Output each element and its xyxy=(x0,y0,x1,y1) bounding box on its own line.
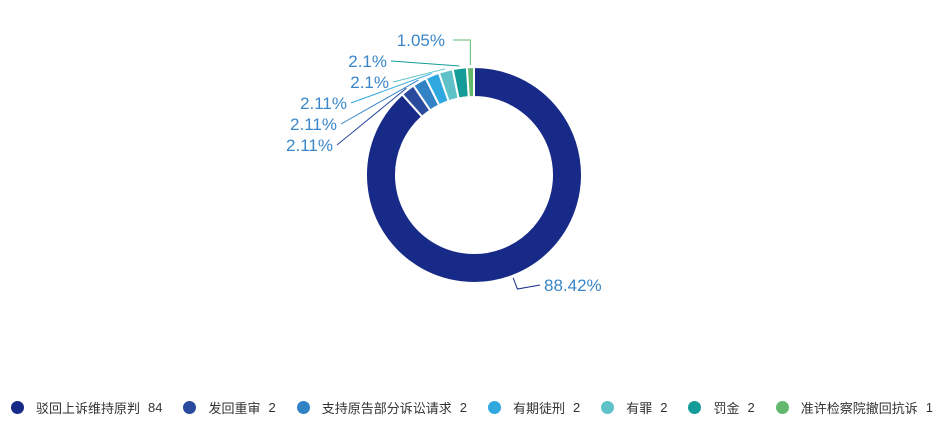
data-label-4: 2.1% xyxy=(350,73,389,92)
data-label-2: 2.11% xyxy=(290,115,337,134)
legend-value: 2 xyxy=(660,400,668,415)
legend-item[interactable]: 发回重审 2 xyxy=(183,398,276,417)
label-line-4 xyxy=(392,68,446,83)
label-line-6 xyxy=(453,39,471,66)
legend-label: 驳回上诉维持原判 xyxy=(36,401,141,416)
label-line-5 xyxy=(390,60,460,67)
legend-value: 2 xyxy=(573,400,581,415)
label-line-0 xyxy=(512,277,541,290)
label-line-1 xyxy=(336,87,407,146)
legend-label: 支持原告部分诉讼请求 xyxy=(321,401,452,416)
legend-item[interactable]: 有期徒刑 2 xyxy=(487,398,581,417)
legend-item[interactable]: 支持原告部分诉讼请求 2 xyxy=(296,398,467,417)
data-label-6: 1.05% xyxy=(397,31,445,50)
legend-item[interactable]: 驳回上诉维持原判 84 xyxy=(11,398,162,417)
legend-item[interactable]: 罚金 2 xyxy=(688,398,755,417)
label-line-3 xyxy=(350,73,432,104)
data-label-1: 2.11% xyxy=(286,136,333,155)
legend-dot-icon xyxy=(688,401,702,414)
data-label-0: 88.42% xyxy=(544,276,602,295)
slice-0[interactable] xyxy=(365,65,583,284)
legend-label: 罚金 xyxy=(713,401,740,416)
legend-value: 1 xyxy=(925,400,933,415)
legend-label: 有罪 xyxy=(626,401,653,416)
legend-value: 2 xyxy=(459,400,467,415)
data-label-3: 2.11% xyxy=(300,94,347,113)
legend-dot-icon xyxy=(601,401,615,414)
legend: 驳回上诉维持原判 84 发回重审 2 支持原告部分诉讼请求 2 有期徒刑 2 有罪 2 罚金 2 准许检… xyxy=(0,398,948,417)
legend-dot-icon xyxy=(775,401,789,414)
legend-item[interactable]: 有罪 2 xyxy=(601,398,667,417)
label-line-2 xyxy=(340,79,419,125)
legend-value: 2 xyxy=(268,400,276,415)
legend-dot-icon xyxy=(11,401,24,414)
slice-6[interactable] xyxy=(465,65,475,99)
data-label-5: 2.1% xyxy=(348,52,387,71)
legend-dot-icon xyxy=(183,401,197,414)
legend-label: 发回重审 xyxy=(208,401,261,416)
legend-label: 准许检察院撤回抗诉 xyxy=(800,401,918,416)
legend-value: 2 xyxy=(747,400,755,415)
legend-value: 84 xyxy=(148,400,163,415)
legend-dot-icon xyxy=(296,401,310,414)
legend-item[interactable]: 准许检察院撤回抗诉 1 xyxy=(775,398,933,417)
donut-chart: 88.42%2.11%2.11%2.11%2.1%2.1%1.05% xyxy=(286,31,602,295)
legend-label: 有期徒刑 xyxy=(512,401,565,416)
legend-dot-icon xyxy=(487,401,501,414)
